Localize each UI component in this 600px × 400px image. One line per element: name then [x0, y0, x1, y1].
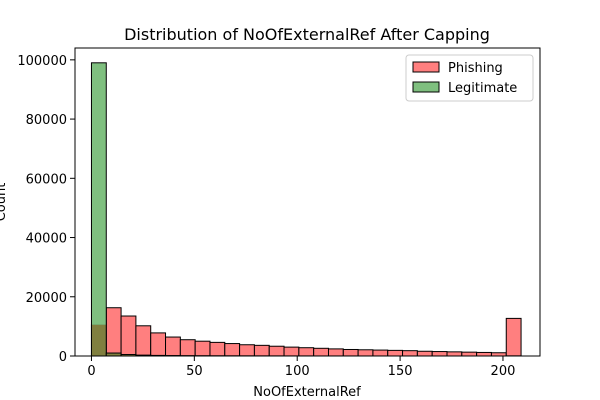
legend-swatch [412, 61, 440, 73]
phishing-bar [476, 351, 492, 357]
x-tick-label: 200 [491, 364, 516, 379]
phishing-bar [357, 349, 374, 357]
y-tick-label: 0 [59, 350, 67, 365]
phishing-bar [446, 351, 463, 357]
x-axis-title: NoOfExternalRef [253, 385, 361, 400]
y-tick-label: 60000 [26, 172, 67, 187]
phishing-bar [461, 351, 478, 357]
x-tick-label: 100 [285, 364, 310, 379]
x-axis: 0 50 100 150 200 [87, 356, 515, 379]
phishing-bar [372, 349, 389, 357]
y-axis: 0 20000 40000 60000 80000 100000 [17, 54, 75, 365]
phishing-bar [416, 350, 433, 357]
phishing-bar [150, 332, 167, 357]
x-tick-label: 0 [87, 364, 95, 379]
phishing-bar [239, 344, 255, 357]
phishing-bar [209, 341, 226, 357]
phishing-bar [135, 325, 152, 357]
y-tick-label: 100000 [17, 54, 67, 69]
plot-frame [74, 47, 541, 357]
phishing-bar [105, 307, 122, 357]
phishing-bar [327, 348, 344, 357]
overlap-bar [91, 324, 107, 356]
y-tick-label: 80000 [26, 113, 67, 128]
phishing-bar [165, 336, 181, 357]
chart-title: Distribution of NoOfExternalRef After Ca… [124, 25, 490, 44]
phishing-bar [298, 347, 315, 357]
legend-label: Legitimate [448, 81, 517, 96]
phishing-bar [194, 340, 211, 357]
overlap-bar [106, 353, 122, 356]
legend: Phishing Legitimate [405, 54, 534, 102]
phishing-bar [402, 350, 418, 357]
legitimate-bar [91, 62, 107, 325]
phishing-bar [253, 344, 270, 357]
legend-label: Phishing [448, 61, 503, 76]
phishing-bar [120, 315, 137, 357]
overlap-bar [121, 354, 136, 356]
y-tick-label: 40000 [26, 232, 67, 247]
phishing-bar [224, 343, 241, 357]
bars-layer [90, 62, 522, 357]
x-tick-label: 150 [388, 364, 413, 379]
legend-swatch [412, 81, 440, 93]
y-axis-title: Count [0, 183, 9, 222]
phishing-bar [342, 348, 359, 357]
phishing-bar [387, 349, 404, 357]
phishing-bar [431, 351, 448, 357]
phishing-bar [268, 345, 285, 357]
phishing-bar [505, 317, 522, 357]
axes-frame [74, 47, 541, 357]
phishing-bar [179, 339, 196, 357]
y-tick-label: 20000 [26, 291, 67, 306]
x-tick-label: 50 [186, 364, 203, 379]
phishing-bar [283, 346, 300, 357]
phishing-bar [313, 347, 329, 357]
